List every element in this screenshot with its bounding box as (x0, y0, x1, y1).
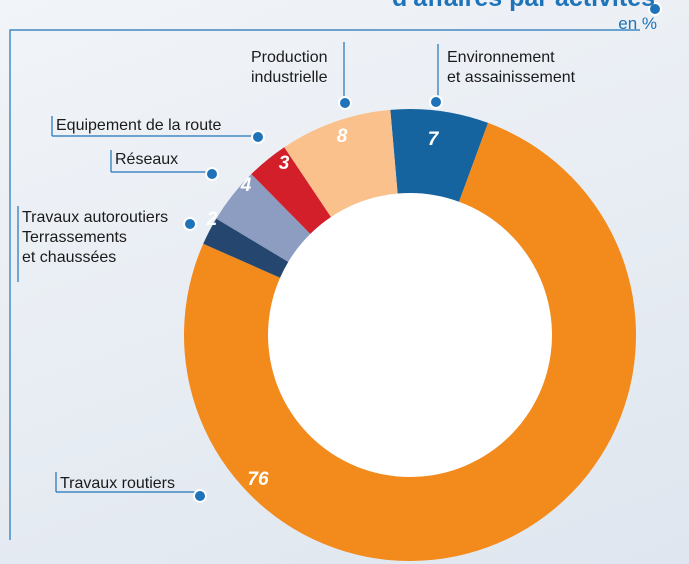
value-label: 76 (247, 469, 269, 490)
category-label: Travaux routiers (60, 475, 175, 492)
chart-title: d'affaires par activités (392, 0, 655, 13)
value-label: 8 (337, 126, 348, 147)
donut-segment (184, 122, 636, 561)
donut-segment (216, 174, 311, 262)
leader-dot (183, 217, 197, 231)
category-label: Travaux autoroutiers Terrassements et ch… (22, 209, 169, 266)
title-dot (648, 2, 662, 16)
leader-dot (251, 130, 265, 144)
value-label: 3 (279, 153, 290, 174)
leader-dot (205, 167, 219, 181)
donut-segment (284, 109, 398, 218)
chart-subtitle: en % (618, 14, 657, 33)
leader-dot (193, 489, 207, 503)
category-label: Equipement de la route (56, 117, 222, 134)
leader-dot (429, 95, 443, 109)
value-label: 4 (240, 175, 252, 196)
frame-line (9, 29, 640, 540)
value-label: 2 (206, 209, 218, 230)
category-label: Environnement et assainissement (447, 49, 576, 86)
value-label: 7 (428, 129, 440, 150)
donut-segment (251, 147, 332, 234)
category-label: Production industrielle (251, 49, 328, 86)
donut-segment (203, 218, 289, 278)
category-label: Réseaux (115, 151, 179, 168)
leader-dot (338, 96, 352, 110)
hole (269, 194, 551, 476)
donut-segment (390, 108, 489, 202)
